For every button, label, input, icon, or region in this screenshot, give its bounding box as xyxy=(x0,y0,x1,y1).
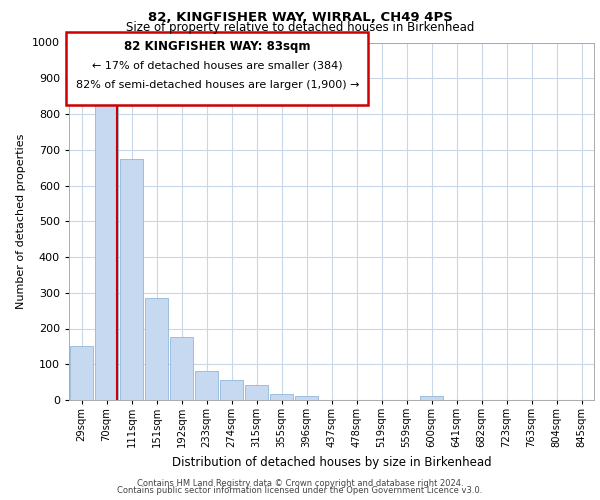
Bar xyxy=(195,372,218,400)
Text: 82% of semi-detached houses are larger (1,900) →: 82% of semi-detached houses are larger (… xyxy=(76,80,359,90)
Bar xyxy=(420,396,443,400)
Y-axis label: Number of detached properties: Number of detached properties xyxy=(16,134,26,309)
Text: Contains public sector information licensed under the Open Government Licence v3: Contains public sector information licen… xyxy=(118,486,482,495)
Bar xyxy=(295,396,318,400)
Text: 82 KINGFISHER WAY: 83sqm: 82 KINGFISHER WAY: 83sqm xyxy=(124,40,311,53)
Text: Contains HM Land Registry data © Crown copyright and database right 2024.: Contains HM Land Registry data © Crown c… xyxy=(137,478,463,488)
Bar xyxy=(145,298,168,400)
Text: Size of property relative to detached houses in Birkenhead: Size of property relative to detached ho… xyxy=(126,21,474,34)
Text: 82, KINGFISHER WAY, WIRRAL, CH49 4PS: 82, KINGFISHER WAY, WIRRAL, CH49 4PS xyxy=(148,11,452,24)
Bar xyxy=(220,380,243,400)
Bar xyxy=(170,338,193,400)
Bar xyxy=(245,385,268,400)
Bar xyxy=(70,346,93,400)
Bar xyxy=(120,158,143,400)
Bar xyxy=(95,105,118,400)
X-axis label: Distribution of detached houses by size in Birkenhead: Distribution of detached houses by size … xyxy=(172,456,491,468)
Text: ← 17% of detached houses are smaller (384): ← 17% of detached houses are smaller (38… xyxy=(92,60,343,70)
FancyBboxPatch shape xyxy=(67,32,368,105)
Bar xyxy=(270,394,293,400)
